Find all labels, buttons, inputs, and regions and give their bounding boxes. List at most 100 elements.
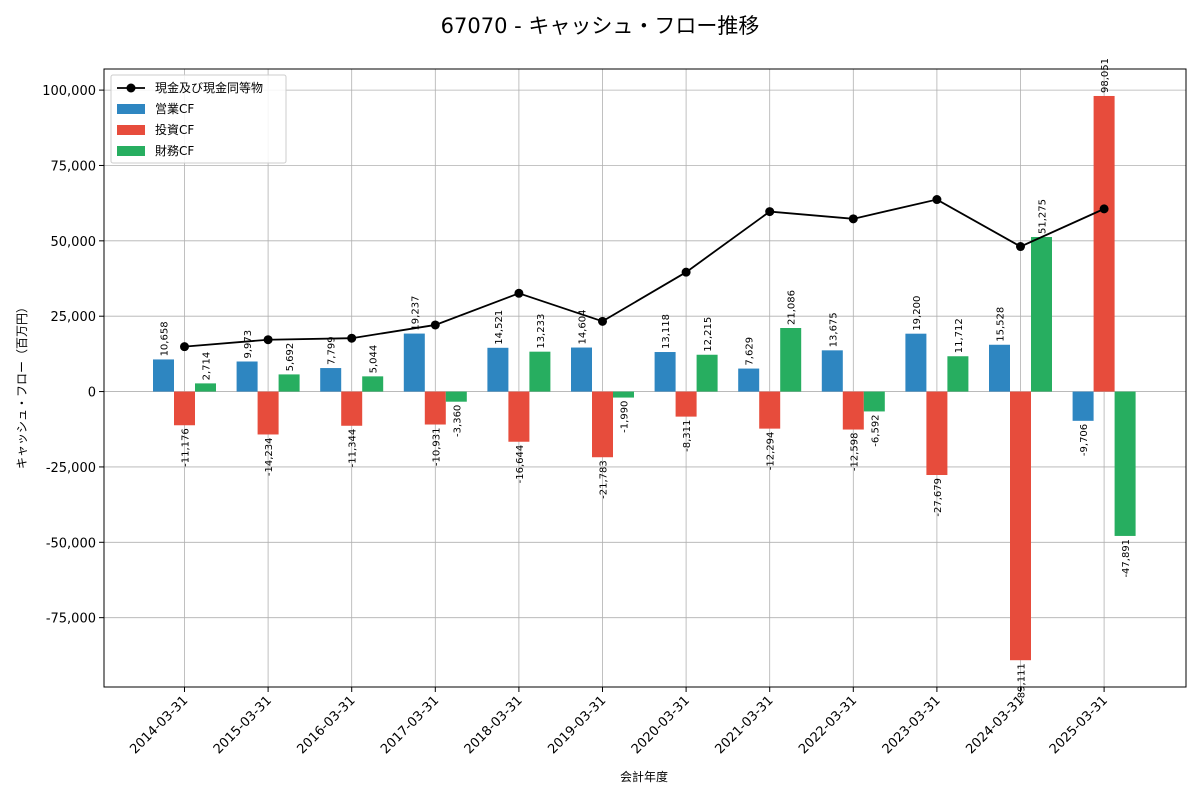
legend-swatch bbox=[117, 146, 145, 156]
bar-2 bbox=[842, 391, 864, 430]
bar-3 bbox=[613, 391, 634, 398]
y-tick-label: -25,000 bbox=[46, 461, 96, 476]
bar-value-label: 9,973 bbox=[243, 330, 254, 359]
bar-1 bbox=[989, 344, 1010, 392]
bar-value-label: -12,598 bbox=[849, 433, 860, 472]
bar-3 bbox=[1114, 391, 1136, 536]
bar-value-label: 5,044 bbox=[369, 345, 380, 374]
cash-line bbox=[180, 195, 1109, 352]
bar-value-label: 19,237 bbox=[410, 296, 421, 331]
legend-label: 投資CF bbox=[155, 122, 194, 137]
bar-value-label: 21,086 bbox=[787, 290, 798, 325]
cash-point bbox=[263, 335, 273, 345]
bar-1 bbox=[236, 361, 258, 392]
bar-value-label: 2,714 bbox=[202, 352, 213, 381]
bar-1 bbox=[654, 352, 676, 392]
y-tick-label: 0 bbox=[88, 386, 96, 401]
y-axis-label: キャッシュ・フロー（百万円） bbox=[15, 301, 29, 469]
cash-point bbox=[347, 333, 357, 343]
legend-swatch bbox=[117, 125, 145, 135]
bar-value-label: 13,675 bbox=[828, 312, 839, 347]
bar-value-label: -21,783 bbox=[599, 460, 610, 499]
cash-point bbox=[514, 288, 524, 298]
bar-2 bbox=[1010, 391, 1031, 661]
bar-value-label: 51,275 bbox=[1038, 199, 1049, 234]
bar-value-label: 14,521 bbox=[494, 310, 505, 345]
bar-value-label: 13,118 bbox=[661, 314, 672, 349]
cash-point bbox=[681, 267, 691, 277]
bar-2 bbox=[759, 391, 781, 429]
bar-value-label: 19,200 bbox=[912, 296, 923, 331]
bar-value-label: -9,706 bbox=[1079, 424, 1090, 456]
legend-label: 営業CF bbox=[155, 102, 194, 116]
legend-label: 財務CF bbox=[155, 143, 194, 158]
bar-3 bbox=[947, 356, 969, 392]
bar-3 bbox=[780, 327, 802, 392]
bar-2 bbox=[257, 391, 279, 435]
bar-value-label: -14,234 bbox=[264, 437, 275, 476]
bar-value-label: -12,294 bbox=[766, 432, 777, 471]
bar-value-label: 10,658 bbox=[160, 321, 171, 356]
cash-point bbox=[430, 320, 440, 330]
bar-value-label: -16,644 bbox=[515, 445, 526, 484]
data-labels: 10,658 9,973 7,799 19,237 14,521 14,604 13,118… bbox=[160, 58, 1133, 702]
bar-value-label: 12,215 bbox=[703, 317, 714, 352]
bar-2 bbox=[508, 391, 530, 442]
bar-3 bbox=[863, 391, 885, 412]
y-tick-label: -50,000 bbox=[46, 536, 96, 551]
bar-value-label: 13,233 bbox=[536, 314, 547, 349]
cash-line-path bbox=[184, 198, 1105, 348]
bar-value-label: -11,344 bbox=[348, 429, 359, 468]
y-tick-label: -75,000 bbox=[46, 612, 96, 627]
bar-value-label: -47,891 bbox=[1121, 539, 1132, 578]
y-tick-label: 100,000 bbox=[42, 84, 96, 99]
bar-value-label: -27,679 bbox=[933, 478, 944, 517]
bar-value-label: -8,311 bbox=[682, 420, 693, 452]
bar-value-label: -3,360 bbox=[452, 405, 463, 437]
bar-3 bbox=[195, 383, 216, 392]
bar-2 bbox=[424, 391, 446, 425]
bar-3 bbox=[529, 351, 551, 392]
bar-value-label: 98,051 bbox=[1100, 58, 1111, 93]
bar-1 bbox=[153, 359, 174, 392]
legend-box bbox=[110, 74, 287, 164]
bar-value-label: 15,528 bbox=[996, 307, 1007, 342]
cash-point bbox=[765, 207, 775, 217]
bar-1 bbox=[905, 333, 927, 392]
y-tick-label: 25,000 bbox=[51, 310, 97, 325]
bar-value-label: 5,692 bbox=[285, 343, 296, 372]
bar-value-label: 7,799 bbox=[327, 336, 338, 365]
bar-2 bbox=[675, 391, 697, 417]
bars bbox=[153, 95, 1136, 661]
bar-3 bbox=[278, 374, 300, 392]
bar-2 bbox=[341, 391, 363, 426]
bar-2 bbox=[592, 391, 613, 458]
cash-point bbox=[848, 214, 858, 224]
bar-1 bbox=[403, 333, 425, 392]
bar-3 bbox=[445, 391, 467, 402]
bar-1 bbox=[821, 350, 843, 392]
bar-2 bbox=[926, 391, 948, 476]
bar-value-label: 11,712 bbox=[954, 318, 965, 353]
cash-point bbox=[1099, 204, 1109, 214]
x-axis-label: 会計年度 bbox=[620, 769, 668, 784]
y-tick-label: 50,000 bbox=[51, 235, 97, 250]
bar-2 bbox=[174, 391, 195, 426]
bar-value-label: -6,592 bbox=[870, 414, 881, 446]
bar-1 bbox=[571, 347, 592, 392]
bar-value-label: -11,176 bbox=[181, 428, 192, 467]
cash-point bbox=[932, 195, 942, 205]
bar-3 bbox=[1031, 236, 1052, 392]
cash-point bbox=[180, 342, 189, 352]
legend-label: 現金及び現金同等物 bbox=[155, 80, 263, 95]
bar-value-label: -10,931 bbox=[431, 428, 442, 467]
bar-1 bbox=[320, 368, 342, 392]
y-axis-ticks: -75,000 -50,000 -25,000 0 25,000 50,000 75,000… bbox=[42, 84, 104, 627]
cash-point bbox=[598, 316, 607, 326]
chart-title: 67070 - キャッシュ・フロー推移 bbox=[441, 14, 760, 38]
legend-swatch bbox=[117, 104, 145, 114]
bar-value-label: -89,111 bbox=[1017, 663, 1028, 702]
bar-value-label: 7,629 bbox=[745, 337, 756, 366]
